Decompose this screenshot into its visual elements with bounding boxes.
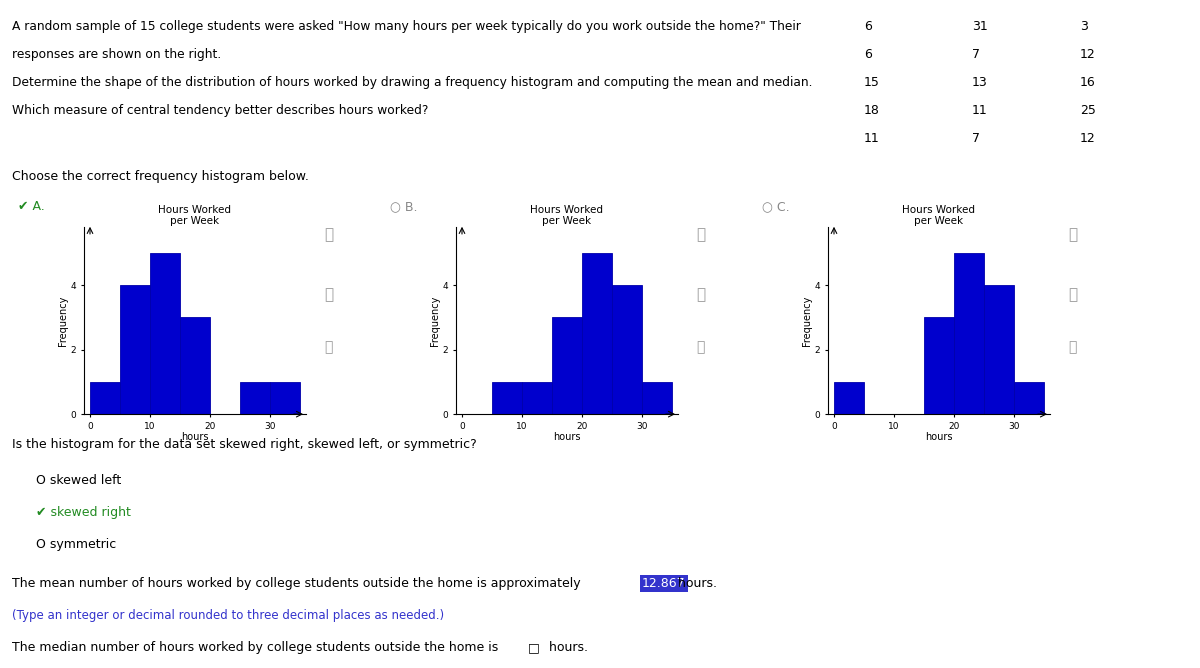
Text: 15: 15 [864, 76, 880, 89]
Bar [552, 317, 582, 414]
Bar [492, 382, 522, 414]
Text: Which measure of central tendency better describes hours worked?: Which measure of central tendency better… [12, 104, 428, 117]
Text: 7: 7 [972, 48, 980, 61]
Y-axis label: Frequency: Frequency [802, 295, 812, 346]
Text: □: □ [528, 641, 540, 654]
Title: Hours Worked
per Week: Hours Worked per Week [902, 205, 976, 226]
Text: The mean number of hours worked by college students outside the home is approxim: The mean number of hours worked by colle… [12, 577, 584, 590]
Text: 12: 12 [1080, 48, 1096, 61]
Text: 18: 18 [864, 104, 880, 117]
X-axis label: hours: hours [925, 432, 953, 442]
Text: 25: 25 [1080, 104, 1096, 117]
Bar [150, 253, 180, 414]
Bar [270, 382, 300, 414]
Title: Hours Worked
per Week: Hours Worked per Week [530, 205, 604, 226]
Text: (Type an integer or decimal rounded to three decimal places as needed.): (Type an integer or decimal rounded to t… [12, 609, 444, 622]
Text: ⮡: ⮡ [324, 341, 332, 355]
Bar [984, 285, 1014, 414]
Bar [954, 253, 984, 414]
Bar [924, 317, 954, 414]
Text: 11: 11 [972, 104, 988, 117]
Text: ✔ skewed right: ✔ skewed right [36, 506, 131, 519]
Bar [834, 382, 864, 414]
Text: ○ C.: ○ C. [762, 200, 790, 213]
Bar [1014, 382, 1044, 414]
Text: 7: 7 [972, 132, 980, 145]
Text: ⌕: ⌕ [324, 227, 334, 242]
Text: Determine the shape of the distribution of hours worked by drawing a frequency h: Determine the shape of the distribution … [12, 76, 812, 89]
Text: O skewed left: O skewed left [36, 474, 121, 487]
Text: hours.: hours. [545, 641, 588, 654]
X-axis label: hours: hours [553, 432, 581, 442]
Text: ⮡: ⮡ [1068, 341, 1076, 355]
Bar [612, 285, 642, 414]
Text: ⌕: ⌕ [696, 287, 706, 302]
Text: responses are shown on the right.: responses are shown on the right. [12, 48, 221, 61]
Text: 12: 12 [1080, 132, 1096, 145]
Text: ⌕: ⌕ [1068, 227, 1078, 242]
Bar [642, 382, 672, 414]
Text: The median number of hours worked by college students outside the home is: The median number of hours worked by col… [12, 641, 503, 654]
Text: 11: 11 [864, 132, 880, 145]
Text: ⌕: ⌕ [324, 287, 334, 302]
Text: Choose the correct frequency histogram below.: Choose the correct frequency histogram b… [12, 170, 308, 183]
Text: ⮡: ⮡ [696, 341, 704, 355]
Bar [90, 382, 120, 414]
Text: 6: 6 [864, 48, 872, 61]
Bar [240, 382, 270, 414]
Text: ⌕: ⌕ [696, 227, 706, 242]
Y-axis label: Frequency: Frequency [58, 295, 68, 346]
Text: 16: 16 [1080, 76, 1096, 89]
X-axis label: hours: hours [181, 432, 209, 442]
Text: O symmetric: O symmetric [36, 538, 116, 551]
Bar [522, 382, 552, 414]
Bar [582, 253, 612, 414]
Text: 13: 13 [972, 76, 988, 89]
Text: A random sample of 15 college students were asked "How many hours per week typic: A random sample of 15 college students w… [12, 20, 800, 33]
Text: ✔ A.: ✔ A. [18, 200, 44, 213]
Bar [120, 285, 150, 414]
Text: ○ B.: ○ B. [390, 200, 418, 213]
Text: 12.867: 12.867 [642, 577, 685, 590]
Y-axis label: Frequency: Frequency [430, 295, 440, 346]
Text: hours.: hours. [674, 577, 718, 590]
Text: 3: 3 [1080, 20, 1088, 33]
Bar [180, 317, 210, 414]
Text: 6: 6 [864, 20, 872, 33]
Text: Is the histogram for the data set skewed right, skewed left, or symmetric?: Is the histogram for the data set skewed… [12, 438, 476, 450]
Title: Hours Worked
per Week: Hours Worked per Week [158, 205, 232, 226]
Text: 31: 31 [972, 20, 988, 33]
Text: ⌕: ⌕ [1068, 287, 1078, 302]
